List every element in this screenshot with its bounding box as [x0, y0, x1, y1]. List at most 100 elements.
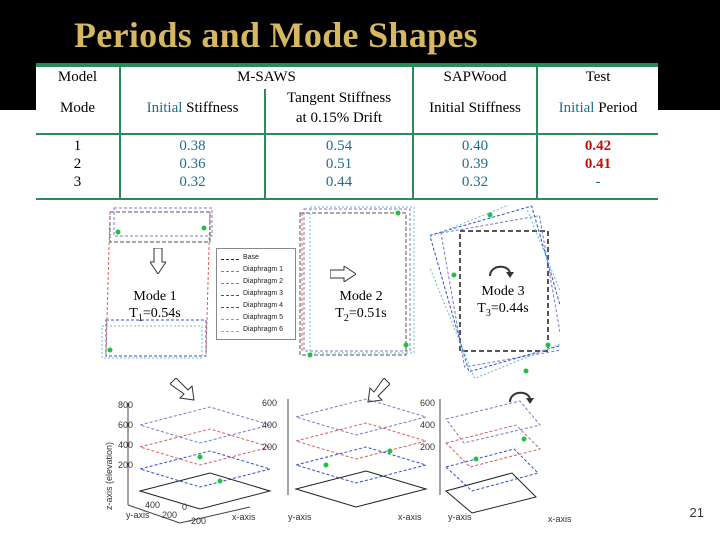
- header-test-initial: Initial Period: [538, 99, 658, 117]
- header-sapwood: SAPWood: [443, 69, 507, 85]
- header-mode: Mode: [60, 100, 95, 116]
- header-msaws-tangent: Tangent Stiffness at 0.15% Drift: [266, 89, 412, 127]
- wall-line: [205, 211, 211, 355]
- legend-swatch: [221, 331, 239, 332]
- value: 0.42: [584, 138, 612, 154]
- value: 0.32: [461, 174, 489, 190]
- mode3-rotate-icon: [489, 265, 514, 278]
- xy-tick: 400: [145, 500, 161, 510]
- legend-swatch: [221, 283, 239, 284]
- tangent-line2: at 0.15% Drift: [295, 110, 383, 126]
- rotated-diaphragm: [440, 215, 560, 368]
- z-tick: 600: [118, 420, 134, 430]
- z-tick: 400: [420, 420, 436, 430]
- table-rule: [36, 65, 658, 67]
- value: 0.44: [325, 174, 353, 190]
- y-axis-label: y-axis: [288, 512, 312, 522]
- mode-num: 2: [73, 156, 82, 172]
- header-msaws: M-SAWS: [237, 69, 296, 85]
- node-marker: [523, 368, 529, 374]
- mode-period: T2=0.51s: [316, 305, 406, 327]
- xy-tick: 200: [162, 510, 178, 520]
- xy-tick: 0: [182, 502, 188, 512]
- node-marker: [545, 342, 551, 348]
- value: 0.40: [461, 138, 489, 154]
- page-number: 21: [689, 505, 704, 520]
- value: 0.41: [584, 156, 612, 172]
- period-value: =0.51s: [348, 306, 387, 321]
- period-symbol: T: [477, 301, 486, 316]
- node-marker: [403, 342, 409, 348]
- mode-name: Mode 2: [339, 289, 383, 304]
- period-sub: 2: [343, 312, 349, 324]
- initial-word: Initial: [146, 100, 183, 116]
- stiffness-word: Stiffness: [182, 100, 239, 116]
- legend-swatch: [221, 259, 239, 260]
- node-marker: [201, 225, 207, 231]
- mode2-label: Mode 2 T2=0.51s: [316, 288, 406, 327]
- msaws-initial-values: 0.38 0.36 0.32: [121, 137, 264, 191]
- diaphragm-outline: [303, 208, 411, 352]
- header-sap-initial: Initial Stiffness: [429, 100, 521, 116]
- z-tick: 200: [262, 442, 278, 452]
- value: -: [595, 174, 601, 190]
- diaphragm-outline: [101, 325, 203, 359]
- z-tick: 600: [262, 398, 278, 408]
- diaphragm-outline: [309, 206, 415, 354]
- diaphragm-outline: [459, 230, 549, 352]
- legend: Base Diaphragm 1 Diaphragm 2 Diaphragm 3…: [216, 248, 296, 340]
- z-tick: 800: [118, 400, 134, 410]
- plot3d-mode2: [287, 398, 428, 508]
- legend-swatch: [221, 295, 239, 296]
- isometric-3d-plots: [127, 398, 541, 524]
- header-test: Test: [585, 69, 611, 85]
- diaphragm-outline: [113, 207, 213, 237]
- node-marker: [487, 212, 493, 218]
- diaphragm-outline: [299, 212, 407, 356]
- period-value: =0.44s: [490, 301, 529, 316]
- plot3d-mode1: [127, 403, 272, 524]
- legend-swatch: [221, 319, 239, 320]
- tangent-line1: Tangent Stiffness: [286, 90, 392, 106]
- mode1-plan-plot: [101, 207, 213, 359]
- legend-swatch: [221, 307, 239, 308]
- x-axis-label: x-axis: [232, 512, 256, 522]
- mode-name: Mode 3: [481, 284, 525, 299]
- mode1-label: Mode 1 T1=0.54s: [110, 288, 200, 327]
- legend-swatch: [221, 271, 239, 272]
- diaphragm-outline: [109, 211, 211, 243]
- z-tick: 200: [420, 442, 436, 452]
- period-sub: 1: [137, 312, 143, 324]
- value: 0.36: [179, 156, 206, 172]
- mode-num: 1: [73, 138, 82, 154]
- xy-tick: -200: [188, 516, 207, 526]
- plot3d-mode3: [439, 399, 541, 514]
- mode-period: T3=0.44s: [458, 300, 548, 322]
- mode2-plan-plot: [299, 206, 415, 358]
- value: 0.51: [325, 156, 353, 172]
- table-row: 1 2 3: [36, 137, 119, 191]
- down-left-arrow-icon: [367, 378, 390, 403]
- value: 0.54: [325, 138, 353, 154]
- legend-item: Base: [243, 254, 259, 261]
- periods-table: Model M-SAWS SAPWood Test Mode Initial S…: [36, 63, 658, 200]
- node-marker: [115, 229, 121, 235]
- legend-item: Diaphragm 3: [243, 290, 284, 297]
- table-rule: [36, 133, 658, 135]
- table-vrule: [264, 89, 266, 198]
- mode1-arrow-icon: [150, 248, 166, 274]
- legend-item: Diaphragm 5: [243, 314, 284, 321]
- slide-title: Periods and Mode Shapes: [74, 15, 478, 55]
- legend-item: Diaphragm 1: [243, 266, 284, 273]
- mode3-rotate-icon-lower: [509, 391, 534, 404]
- table-vrule: [412, 65, 414, 198]
- mode-num: 3: [73, 174, 82, 190]
- mode2-arrow-icon: [330, 266, 356, 282]
- legend-item: Diaphragm 6: [243, 326, 284, 333]
- legend-item: Diaphragm 4: [243, 302, 284, 309]
- node-marker: [307, 352, 313, 358]
- z-tick: 400: [262, 420, 278, 430]
- wall-line: [105, 211, 111, 355]
- z-tick: 400: [118, 440, 134, 450]
- node-marker: [395, 210, 401, 216]
